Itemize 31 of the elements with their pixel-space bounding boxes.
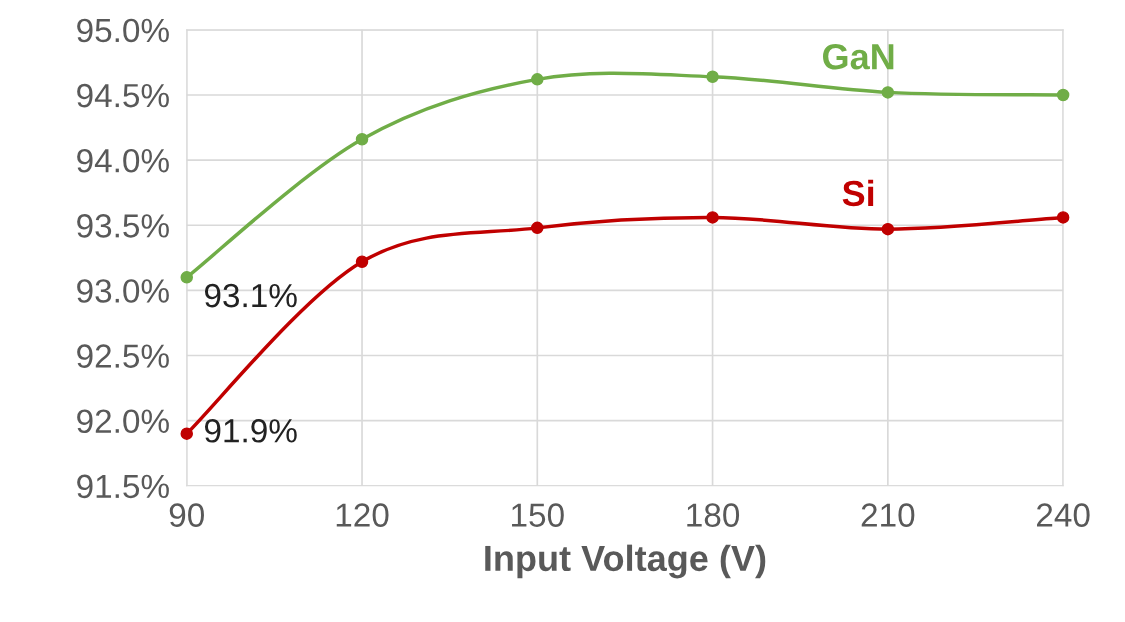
y-tick-label: 94.0% (77, 148, 169, 173)
y-tick-label: 93.0% (77, 279, 169, 303)
y-tick-label: 92.0% (77, 409, 169, 434)
y-tick-label: 94.5% (77, 83, 169, 108)
y-tick-label: 91.5% (77, 474, 169, 499)
x-tick-label: 180 (687, 503, 740, 527)
point (355, 255, 369, 268)
x-tick-label: 120 (336, 503, 389, 527)
x-tick-label: 240 (1037, 503, 1090, 527)
x-axis-title: Input Voltage (V) (485, 544, 766, 579)
y-tick-label: 95.0% (77, 18, 169, 43)
point (881, 222, 895, 236)
y-tick-label: 92.5% (77, 344, 169, 368)
y-tick-label: 93.5% (77, 214, 169, 238)
point (180, 271, 194, 284)
x-tick-label: 150 (512, 503, 564, 527)
series-label: Si (842, 179, 874, 207)
series-label: GaN (823, 43, 894, 70)
point (1056, 211, 1070, 224)
point (531, 73, 544, 86)
point (706, 70, 719, 84)
point (355, 133, 369, 146)
x-tick-label: 210 (861, 503, 915, 527)
x-tick-label: 90 (169, 503, 204, 527)
point (180, 427, 194, 440)
point (1056, 88, 1070, 102)
data-label: 93.1% (204, 283, 297, 308)
point (531, 221, 544, 235)
point (881, 86, 895, 99)
data-label: 91.9% (204, 419, 297, 443)
point (706, 211, 719, 224)
